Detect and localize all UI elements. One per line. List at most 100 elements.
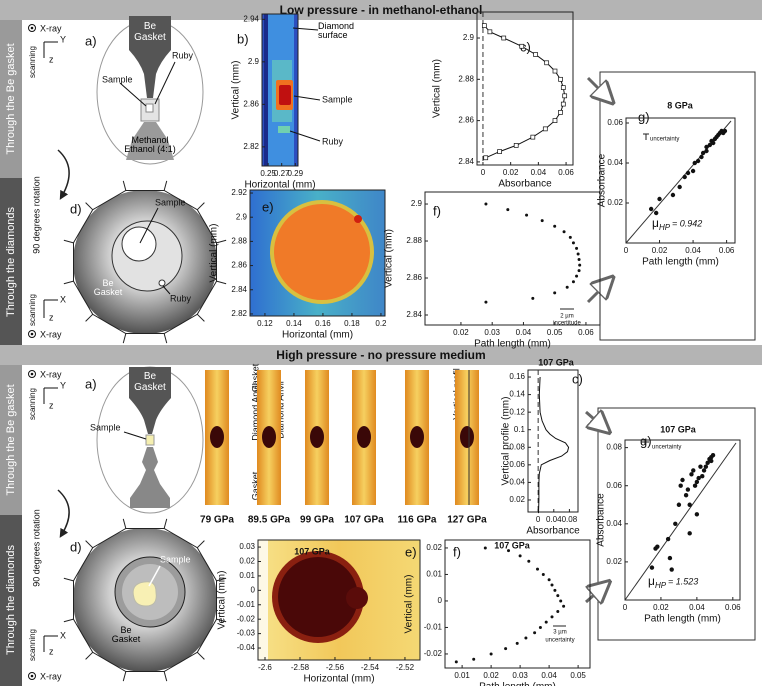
data-point (541, 572, 545, 576)
y-tick-label: -0.04 (237, 643, 256, 652)
x-tick-label: 0 (624, 246, 629, 255)
y-tick-label: 0.16 (509, 372, 525, 381)
y-tick-label: 0.03 (239, 542, 255, 551)
x-tick-label: -2.54 (361, 663, 380, 672)
data-point (696, 475, 701, 481)
y-tick-label: -0.01 (237, 600, 256, 609)
x-tick-label: 0.06 (558, 168, 574, 177)
axis-text: scanning (28, 294, 37, 326)
data-point (550, 615, 554, 619)
sample (121, 226, 157, 262)
data-point (665, 536, 671, 542)
data-point (483, 155, 489, 161)
label-box: Be Gasket (134, 372, 166, 392)
xray-symbol (28, 672, 36, 680)
data-point (524, 636, 528, 640)
disc-spike (216, 618, 227, 623)
y-axis-label: Vertical (mm) (231, 61, 242, 120)
y-tick-label: 0.04 (607, 158, 623, 167)
data-point (565, 285, 569, 289)
disc-spike (216, 577, 227, 582)
data-point (550, 583, 554, 587)
mu-value: = 1.523 (668, 576, 698, 586)
strip-image (310, 426, 324, 448)
rotation-label: 90 degrees rotation (31, 509, 41, 587)
axis-text: X-ray (40, 329, 62, 339)
panel-frame (599, 71, 756, 341)
x-tick-label: 0.06 (719, 246, 735, 255)
data-point (562, 230, 566, 234)
y-axis-label: Vertical (mm) (432, 59, 443, 118)
category-label: 127 GPa (447, 515, 487, 526)
x-axis-label: Path length (mm) (474, 339, 551, 350)
heatmap-image (278, 126, 290, 133)
data-point (694, 512, 700, 517)
axis-text: X-ray (40, 369, 62, 379)
y-tick-label: 2.94 (243, 14, 259, 23)
side-bar (0, 20, 22, 178)
axis-text: scanning (28, 629, 37, 661)
fit-line (624, 442, 737, 601)
x-tick-label: 0 (623, 603, 628, 612)
x-tick-label: 0.03 (484, 328, 500, 337)
x-tick-label: 0.25 (260, 169, 276, 178)
x-tick-label: 0.05 (570, 671, 586, 680)
axis-arrows (43, 299, 58, 318)
disc-outline (73, 528, 217, 672)
side-bar (0, 515, 22, 686)
data-point (722, 128, 728, 134)
data-point (484, 202, 488, 206)
disc-spike (163, 333, 168, 344)
category-label: 99 GPa (300, 515, 334, 526)
sample (132, 581, 157, 607)
section-title: Low pressure - in methanol-ethanol (280, 3, 483, 17)
data-point (507, 549, 511, 553)
disc-spike (63, 280, 74, 285)
data-point (515, 641, 519, 645)
plot-frame (444, 539, 591, 669)
x-tick-label: 0.04 (531, 168, 547, 177)
panel-label: e) (405, 544, 417, 559)
arrow (585, 588, 602, 602)
panel-label: g) (638, 109, 650, 124)
data-point (685, 170, 691, 176)
x-axis-label: Horizontal (mm) (282, 330, 353, 341)
plot-frame (424, 191, 601, 326)
diagram-label: Ruby (172, 50, 194, 60)
x-tick-label: -2.52 (396, 663, 415, 672)
gasket (126, 122, 174, 160)
data-point (680, 477, 685, 483)
side-label: Through the Be gasket (5, 43, 17, 154)
data-point (533, 631, 537, 635)
side-label: Through the diamonds (5, 206, 17, 317)
chart-title: 107 GPa (538, 357, 575, 367)
gasket (129, 16, 171, 98)
arrow (585, 412, 602, 426)
x-tick-label: -2.6 (258, 663, 272, 672)
data-point (649, 565, 655, 570)
axis-arrows (43, 41, 58, 58)
heatmap-image (264, 14, 268, 166)
x-tick-label: 0.01 (454, 671, 470, 680)
strip-image (410, 426, 424, 448)
disc-spike (63, 577, 74, 582)
panel-label: c) (572, 371, 583, 386)
data-point (552, 68, 558, 74)
data-point (575, 274, 579, 278)
y-tick-label: -0.03 (237, 629, 256, 638)
data-point (575, 246, 579, 250)
data-point (497, 149, 502, 154)
data-point (540, 219, 544, 223)
data-point (703, 464, 709, 469)
data-point (553, 588, 557, 592)
annotation: Diamond Anvil (250, 383, 260, 441)
y-tick-label: 0.02 (606, 557, 622, 566)
data-point (481, 23, 487, 28)
data-point (678, 483, 683, 488)
data-point (669, 567, 674, 572)
disc-spike (122, 671, 127, 682)
y-axis-label: Absorbance (596, 493, 607, 547)
sample (145, 103, 154, 113)
heatmap-image (279, 85, 291, 105)
plot-frame (257, 539, 421, 661)
